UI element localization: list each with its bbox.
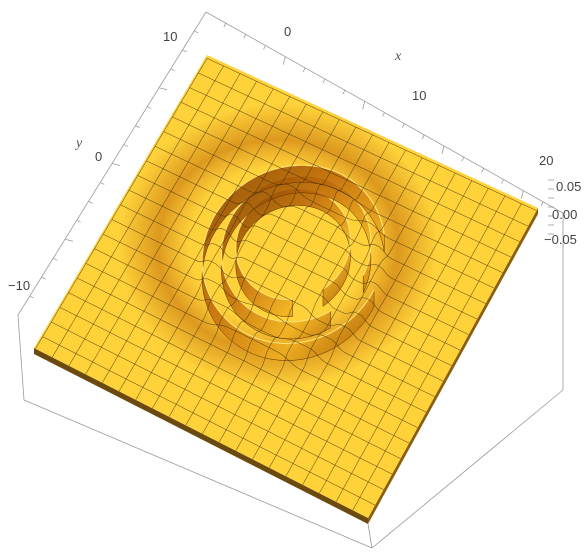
- y-tick-label: 10: [163, 29, 177, 44]
- z-tick-label: −0.05: [544, 232, 577, 247]
- box-edge-bottom: [23, 399, 373, 549]
- tick-mark: [135, 125, 140, 128]
- box-edge-front: [367, 523, 373, 549]
- mesh-line: [198, 72, 530, 228]
- tick-mark: [53, 257, 58, 261]
- mesh-line: [250, 157, 423, 462]
- tick-mark: [147, 106, 152, 110]
- tick-mark: [111, 163, 121, 166]
- tick-mark: [88, 201, 93, 204]
- tick-mark: [194, 30, 199, 34]
- mesh-line: [172, 116, 505, 274]
- tick-mark: [41, 276, 46, 280]
- z-tick-label: 0.00: [552, 207, 577, 222]
- x-tick-label: 10: [412, 88, 426, 103]
- box-edge-left: [17, 314, 25, 401]
- tick-mark: [158, 87, 168, 91]
- mesh-line: [284, 172, 456, 479]
- x-tick-label: 20: [539, 153, 553, 168]
- mesh-line: [120, 204, 454, 367]
- tick-mark: [382, 112, 385, 117]
- tick-mark: [540, 201, 544, 207]
- mesh-line: [128, 189, 462, 352]
- tick-mark: [520, 190, 524, 199]
- y-tick-label: −10: [8, 278, 30, 293]
- tick-mark: [342, 89, 346, 95]
- y-tick-label: 0: [95, 149, 102, 164]
- mesh-line: [267, 165, 439, 471]
- mesh-line: [163, 131, 496, 290]
- tick-mark: [223, 22, 227, 28]
- surface-mesh: [34, 58, 538, 518]
- tick-mark: [481, 168, 485, 173]
- ring-top-edge: [220, 175, 372, 323]
- y-axis: 10 0 −10 y: [8, 29, 177, 293]
- tick-mark: [322, 78, 326, 84]
- tick-mark: [243, 34, 247, 39]
- tick-mark: [441, 145, 445, 155]
- mesh-line: [334, 195, 506, 505]
- tick-mark: [302, 67, 306, 73]
- x-axis-label: x: [394, 49, 402, 64]
- mesh-line: [317, 188, 489, 496]
- tick-mark: [282, 56, 286, 65]
- tick-mark: [64, 238, 74, 242]
- ring-top-edge: [201, 164, 385, 345]
- mesh-line: [300, 180, 473, 488]
- y-axis-label: y: [74, 136, 83, 151]
- mesh-line: [154, 145, 488, 305]
- axis-ticks: [29, 22, 554, 299]
- tick-mark: [501, 179, 504, 184]
- mesh-line: [206, 58, 538, 212]
- z-tick-label: 0.05: [556, 179, 581, 194]
- tick-mark: [362, 101, 366, 110]
- tick-mark: [461, 156, 465, 162]
- mesh-line: [137, 175, 471, 336]
- x-axis: 0 10 20 x: [284, 24, 553, 168]
- surface: [34, 55, 538, 518]
- tick-mark: [29, 295, 34, 299]
- tick-mark: [170, 68, 175, 72]
- mesh-line: [234, 149, 406, 454]
- tick-mark: [76, 219, 81, 223]
- mesh-line: [351, 203, 522, 513]
- tick-mark: [100, 182, 105, 185]
- tick-mark: [182, 49, 187, 53]
- mesh-line: [217, 142, 390, 445]
- tick-mark: [421, 134, 425, 140]
- mesh-line: [146, 160, 479, 321]
- tick-mark: [263, 45, 266, 50]
- x-tick-label: 0: [284, 24, 291, 39]
- z-axis: 0.05 0.00 −0.05: [544, 179, 581, 247]
- mesh-line: [189, 87, 522, 243]
- box-edge-right-bottom: [371, 389, 564, 549]
- mesh-line: [180, 102, 513, 259]
- surface-side-right: [368, 208, 538, 524]
- tick-mark: [123, 144, 128, 147]
- surface-side-front: [34, 348, 368, 524]
- tick-mark: [401, 123, 405, 128]
